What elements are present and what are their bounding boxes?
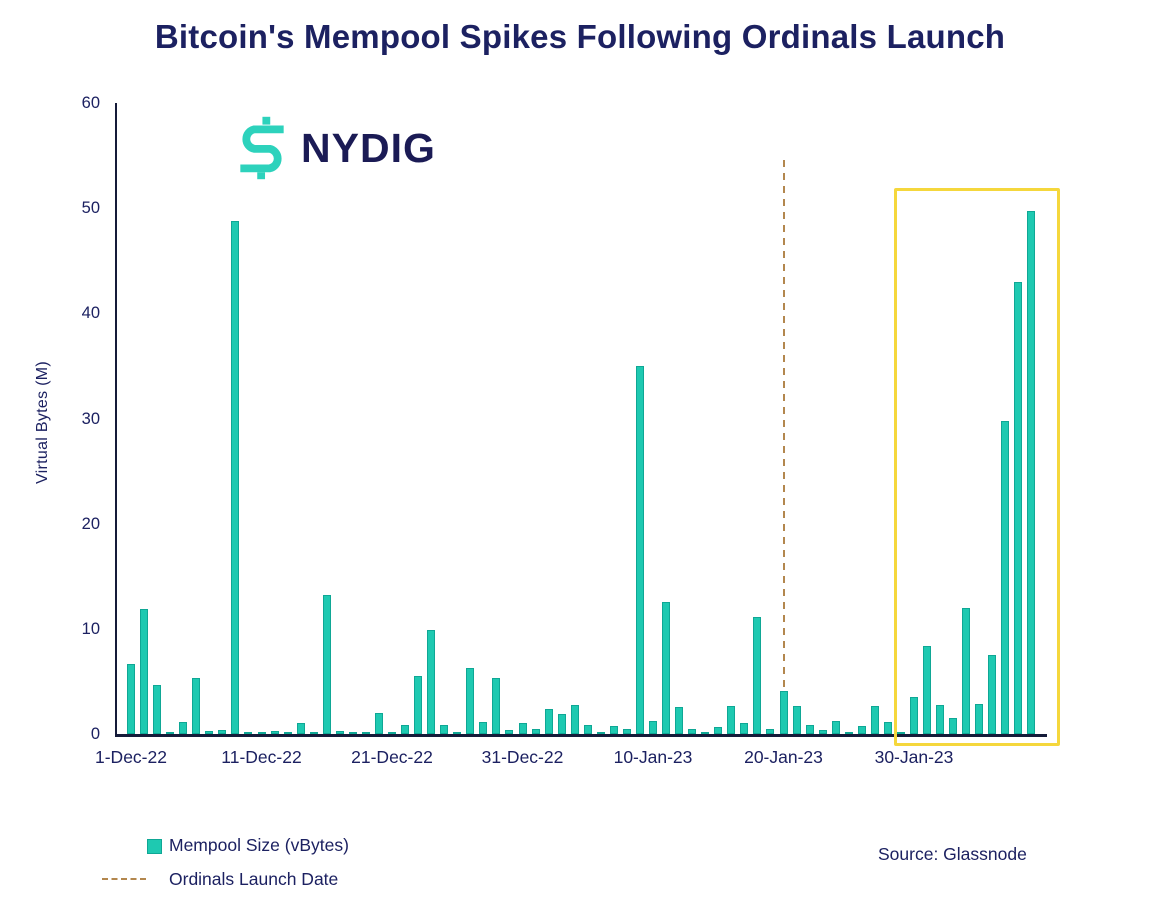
mempool-bar <box>936 704 945 734</box>
legend-ordinals-label: Ordinals Launch Date <box>169 869 339 889</box>
mempool-bar <box>740 723 749 734</box>
mempool-bar <box>792 705 801 734</box>
mempool-bar <box>127 663 135 734</box>
mempool-bar <box>779 690 788 734</box>
mempool-bar <box>975 703 984 734</box>
y-tick-label: 10 <box>81 619 100 638</box>
mempool-bar <box>153 684 162 734</box>
highlight-box <box>893 188 1061 746</box>
mempool-bar <box>427 629 436 734</box>
nydig-s-mark-icon <box>240 116 284 180</box>
x-tick-label: 10-Jan-23 <box>613 747 693 767</box>
mempool-bar <box>1001 420 1010 734</box>
mempool-bar <box>440 724 449 734</box>
mempool-bar <box>688 728 697 734</box>
mempool-bar <box>140 608 149 734</box>
legend-ordinals-dash-icon <box>102 878 146 880</box>
mempool-bar <box>374 712 383 734</box>
mempool-bar <box>531 728 540 734</box>
y-tick-label: 60 <box>81 94 100 112</box>
mempool-bar <box>596 732 605 734</box>
legend-mempool-swatch-icon <box>147 839 162 854</box>
x-tick-label: 31-Dec-22 <box>481 747 564 767</box>
mempool-bar <box>949 718 958 734</box>
y-tick-label: 50 <box>81 199 100 218</box>
mempool-bar <box>609 725 618 734</box>
mempool-bar <box>557 714 566 734</box>
mempool-bar <box>831 721 840 734</box>
x-tick-label: 20-Jan-23 <box>744 747 823 767</box>
mempool-bar <box>388 731 396 734</box>
mempool-bar <box>361 732 370 734</box>
mempool-bar <box>857 725 866 734</box>
mempool-bar <box>1014 281 1023 734</box>
mempool-bar <box>818 729 827 734</box>
plot-area: 1-Dec-22 11-Dec-22 21-Dec-22 31-Dec-22 10-Ja… <box>95 103 1061 767</box>
mempool-bar <box>727 705 736 734</box>
mempool-bar <box>231 220 240 734</box>
mempool-bar <box>270 730 279 734</box>
mempool-bar <box>466 667 475 734</box>
chart-title: Bitcoin's Mempool Spikes Following Ordin… <box>154 18 1006 55</box>
mempool-bar <box>622 728 631 734</box>
mempool-bar <box>192 678 201 734</box>
mempool-bar <box>635 365 644 734</box>
mempool-bar <box>662 601 671 734</box>
mempool-bar <box>870 705 879 734</box>
nydig-logo-text: NYDIG <box>301 124 436 171</box>
mempool-bar <box>505 729 514 734</box>
y-axis-ticks: 0 10 20 30 40 50 60 <box>52 94 100 743</box>
mempool-bar <box>962 607 971 734</box>
mempool-bar <box>753 617 762 734</box>
mempool-bar <box>583 724 592 734</box>
y-tick-label: 0 <box>90 725 100 743</box>
nydig-logo: NYDIG <box>236 116 436 180</box>
mempool-bar <box>896 732 905 734</box>
mempool-bar <box>844 732 853 734</box>
mempool-bar <box>335 730 344 734</box>
mempool-bar <box>309 731 318 734</box>
mempool-bar <box>1027 211 1036 734</box>
ordinals-launch-vline <box>782 159 785 734</box>
mempool-bar <box>257 732 266 734</box>
mempool-bar <box>544 708 553 734</box>
mempool-bar <box>205 730 214 734</box>
mempool-bar <box>805 724 814 734</box>
legend-mempool-label: Mempool Size (vBytes) <box>169 835 349 855</box>
y-tick-label: 30 <box>81 409 100 428</box>
mempool-bar <box>649 721 657 734</box>
mempool-bar <box>701 732 710 734</box>
mempool-bar <box>179 722 188 734</box>
y-tick-label: 40 <box>81 304 100 323</box>
mempool-bar <box>883 722 892 734</box>
x-tick-label: 21-Dec-22 <box>351 747 433 767</box>
mempool-bar <box>166 731 175 734</box>
mempool-bar <box>453 732 462 734</box>
mempool-bar <box>218 729 227 734</box>
mempool-bar <box>492 678 501 734</box>
mempool-bar <box>348 731 357 734</box>
x-tick-label: 1-Dec-22 <box>95 747 167 767</box>
mempool-bar <box>479 722 488 734</box>
mempool-bar <box>910 697 918 734</box>
mempool-bar <box>988 655 997 734</box>
mempool-bar <box>244 732 253 734</box>
mempool-bar <box>518 723 527 734</box>
mempool-bar <box>414 676 423 734</box>
mempool-bar <box>296 723 305 734</box>
source-attribution: Source: Glassnode <box>878 844 1027 864</box>
mempool-bar <box>675 706 684 734</box>
mempool-bar <box>923 645 932 734</box>
mempool-bar <box>283 732 292 734</box>
x-tick-label: 30-Jan-23 <box>874 747 954 767</box>
mempool-bar <box>570 704 579 734</box>
mempool-bar <box>766 728 775 734</box>
mempool-bar <box>401 724 410 734</box>
mempool-bar <box>322 595 331 734</box>
mempool-bar <box>714 726 723 734</box>
y-tick-label: 20 <box>81 514 100 533</box>
x-tick-label: 11-Dec-22 <box>221 747 302 767</box>
